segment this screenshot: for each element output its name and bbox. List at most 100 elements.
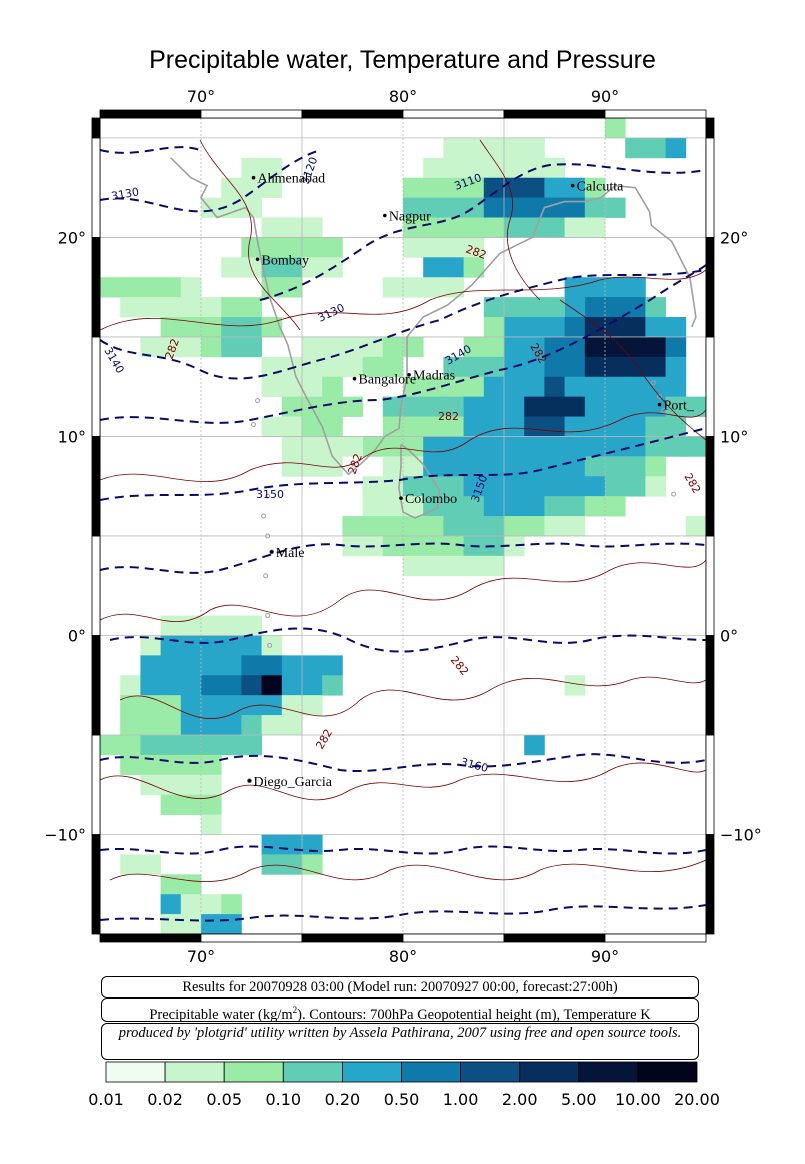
pw-cell [504, 376, 525, 398]
pw-cell [645, 396, 666, 417]
pw-cell [605, 297, 626, 318]
height-contour-line [100, 427, 706, 501]
pw-cell [221, 297, 242, 318]
pw-cell [362, 336, 384, 358]
frame-band-top [301, 109, 404, 119]
island [265, 493, 271, 499]
pw-cell [241, 297, 262, 318]
pw-cell [281, 396, 303, 417]
pw-cell [403, 277, 424, 298]
pw-cell [504, 456, 525, 477]
pw-cell [201, 774, 222, 796]
height-contour-line [259, 163, 706, 301]
graticule [100, 118, 706, 934]
pw-cell [382, 416, 404, 437]
pw-cell [140, 336, 161, 358]
pw-cell [625, 356, 646, 378]
legend-superscript: 2 [292, 1005, 298, 1015]
colorbar: 0.01 0.02 0.05 0.10 0.20 0.50 1.00 2.00 5.00 10.0… [88, 1061, 720, 1109]
pw-cell [201, 297, 222, 318]
city-dot [570, 183, 575, 188]
pw-cell [140, 635, 161, 656]
temp-contour-line [479, 139, 541, 301]
pw-cell [403, 177, 424, 199]
city-dot [657, 402, 662, 407]
pw-cell [443, 257, 464, 278]
pw-cell [120, 715, 141, 736]
pw-cell [423, 456, 444, 477]
pw-cell [261, 376, 283, 398]
pw-cell [261, 257, 283, 278]
pw-cell [362, 356, 384, 378]
pw-cell [322, 436, 343, 457]
credit-info: produced by 'plotgrid' utility written b… [101, 1023, 699, 1060]
pw-cell [463, 157, 485, 179]
city-label: Port_ [664, 399, 695, 414]
lat-tick-label-left: 10° [58, 427, 86, 446]
temp-contour-line [109, 859, 706, 882]
pw-cell [120, 675, 141, 696]
pw-cell [524, 177, 545, 199]
pw-cell [382, 456, 404, 477]
pw-cell [443, 396, 464, 417]
colorbar-label: 1.00 [443, 1090, 479, 1109]
pw-cell [261, 655, 283, 676]
pw-cell [625, 476, 646, 497]
pw-cell [584, 496, 606, 517]
pw-cell [443, 356, 464, 378]
pw-cell [140, 734, 161, 756]
lat-tick-label-right: 10° [720, 427, 748, 446]
coastline [170, 157, 697, 784]
city-label: Diego_Garcia [253, 775, 332, 790]
island [263, 573, 269, 579]
pw-cell [645, 137, 666, 159]
frame-band-left [91, 535, 101, 636]
pw-cell [322, 237, 343, 258]
pw-cell [443, 197, 464, 218]
axis-tick-labels: 70° 70° 80° 80° 90° 90° 20° 20° 10° 10° 0° 0° −10° −1… [44, 87, 762, 966]
pw-cell [180, 297, 202, 318]
pw-cell [443, 177, 464, 199]
frame-band-top [604, 109, 707, 119]
city-label: Madras [413, 369, 455, 384]
pw-cell [180, 336, 202, 358]
pw-cell [483, 396, 505, 417]
island [255, 398, 261, 404]
frame-band-right [705, 535, 715, 636]
pw-cell [180, 317, 202, 338]
pw-cell [645, 416, 666, 437]
pw-cell [140, 277, 161, 298]
pw-cell [382, 277, 404, 298]
colorbar-label: 0.50 [384, 1090, 420, 1109]
frame-band-left [91, 117, 101, 139]
pw-cell [342, 356, 363, 378]
pw-cell [423, 157, 444, 179]
pw-cell [403, 555, 424, 577]
city-label: Calcutta [577, 180, 624, 195]
colorbar-swatch [637, 1061, 698, 1083]
height-contour-line [100, 542, 706, 574]
pw-cell [120, 854, 141, 875]
pw-cell [483, 416, 505, 437]
pw-cell [261, 854, 283, 875]
pw-cell [423, 257, 444, 278]
pw-cell [483, 436, 505, 457]
pw-cell [221, 317, 242, 338]
height-contour-label: 3150 [256, 488, 284, 501]
map-frame [91, 109, 715, 943]
pw-cell [140, 655, 161, 676]
pw-cell [180, 774, 202, 796]
pw-cell [423, 535, 444, 557]
colorbar-swatch [282, 1061, 343, 1083]
pw-cell [564, 436, 586, 457]
pw-cell [160, 277, 182, 298]
pw-cell [322, 655, 343, 676]
pw-cell [665, 436, 687, 457]
pw-cell [281, 277, 303, 298]
pw-cell [463, 336, 485, 358]
city-dot [407, 372, 411, 377]
pw-cell [302, 376, 323, 398]
pw-cell [160, 914, 182, 934]
pw-cell [685, 396, 706, 417]
